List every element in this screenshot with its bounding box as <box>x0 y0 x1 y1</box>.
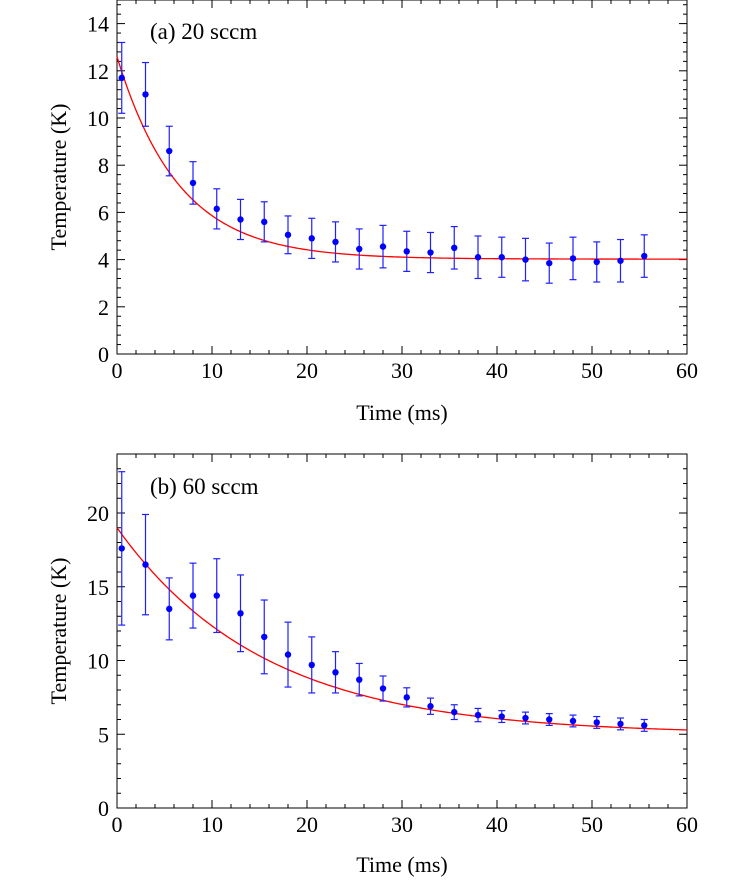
x-tick-label: 30 <box>391 812 413 837</box>
data-point <box>332 238 339 246</box>
fit-curve <box>116 527 688 731</box>
y-tick-label: 6 <box>98 200 109 225</box>
data-point <box>427 249 434 256</box>
x-tick-label: 10 <box>201 358 223 383</box>
data-point <box>189 592 197 599</box>
y-tick-label: 20 <box>87 501 109 526</box>
data-point <box>308 661 315 669</box>
y-tick-label: 2 <box>98 295 109 320</box>
x-tick-label: 50 <box>581 812 603 837</box>
y-tick-label: 4 <box>98 248 109 273</box>
data-point <box>189 179 197 187</box>
data-point <box>474 711 482 719</box>
x-tick-label: 50 <box>581 358 603 383</box>
data-point <box>332 669 339 676</box>
data-point <box>641 722 648 729</box>
panel-label: (a) 20 sccm <box>150 19 257 44</box>
error-bars <box>118 471 648 732</box>
y-tick-label: 15 <box>87 575 109 600</box>
plot-frame <box>116 453 688 809</box>
data-point <box>166 605 173 613</box>
data-point <box>522 714 529 722</box>
data-point <box>617 720 624 728</box>
data-point <box>617 257 624 264</box>
data-point <box>379 685 387 692</box>
x-tick-label: 40 <box>486 812 508 837</box>
x-tick-label: 0 <box>112 812 123 837</box>
data-point <box>118 74 125 82</box>
data-point <box>569 255 577 262</box>
data-point <box>522 256 529 263</box>
data-point <box>118 545 125 552</box>
tick-labels: 0 10 20 30 40 50 60 0 5 10 15 20 <box>87 501 698 837</box>
y-tick-label: 0 <box>98 342 109 367</box>
data-point <box>546 259 553 267</box>
plot-frame <box>116 0 688 355</box>
data-point <box>166 147 173 155</box>
data-points <box>118 545 648 729</box>
y-axis-label: Temperature (K) <box>46 104 71 251</box>
x-tick-label: 20 <box>296 812 318 837</box>
x-tick-label: 20 <box>296 358 318 383</box>
data-point <box>498 254 505 261</box>
x-tick-label: 30 <box>391 358 413 383</box>
data-point <box>284 651 292 658</box>
x-tick-label: 40 <box>486 358 508 383</box>
data-point <box>474 254 482 261</box>
data-point <box>427 703 434 710</box>
data-point <box>308 235 315 242</box>
x-axis-label: Time (ms) <box>356 852 447 877</box>
data-point <box>641 252 648 260</box>
data-point <box>261 633 268 641</box>
y-tick-label: 14 <box>87 12 109 37</box>
y-tick-label: 5 <box>98 722 109 747</box>
data-point <box>356 245 363 253</box>
data-point <box>593 258 600 266</box>
panel-label: (b) 60 sccm <box>150 474 259 499</box>
fit-curve <box>116 56 687 260</box>
data-point <box>142 561 149 568</box>
data-point <box>284 231 292 239</box>
x-tick-label: 60 <box>676 812 698 837</box>
data-point <box>213 205 220 213</box>
data-point <box>403 694 410 701</box>
data-point <box>451 244 458 251</box>
data-point <box>546 716 553 723</box>
y-tick-label: 10 <box>87 106 109 131</box>
ticks <box>116 453 688 809</box>
y-tick-label: 8 <box>98 153 109 178</box>
panel-a: 0 10 20 30 40 50 60 0 2 4 6 8 10 12 14 (a) 20 sccm Tim… <box>46 0 698 425</box>
y-axis-label: Temperature (K) <box>46 558 71 705</box>
data-point <box>569 717 577 725</box>
x-axis-label: Time (ms) <box>356 400 447 425</box>
tick-labels: 0 10 20 30 40 50 60 0 2 4 6 8 10 12 14 <box>87 12 698 383</box>
data-point <box>403 248 410 255</box>
data-point <box>498 713 505 720</box>
data-point <box>237 610 244 617</box>
data-point <box>261 218 268 226</box>
y-tick-label: 0 <box>98 796 109 821</box>
data-point <box>593 719 600 726</box>
ticks <box>116 0 688 355</box>
data-point <box>356 676 363 683</box>
data-point <box>213 592 220 599</box>
x-tick-label: 0 <box>112 358 123 383</box>
x-tick-label: 60 <box>676 358 698 383</box>
y-tick-label: 12 <box>87 59 109 84</box>
data-point <box>451 708 458 716</box>
data-point <box>237 216 244 223</box>
data-point <box>142 91 149 98</box>
data-point <box>379 243 387 250</box>
panel-b: 0 10 20 30 40 50 60 0 5 10 15 20 (b) 60 sccm Time (… <box>46 453 698 877</box>
y-tick-label: 10 <box>87 649 109 674</box>
data-points <box>118 74 648 267</box>
x-tick-label: 10 <box>201 812 223 837</box>
